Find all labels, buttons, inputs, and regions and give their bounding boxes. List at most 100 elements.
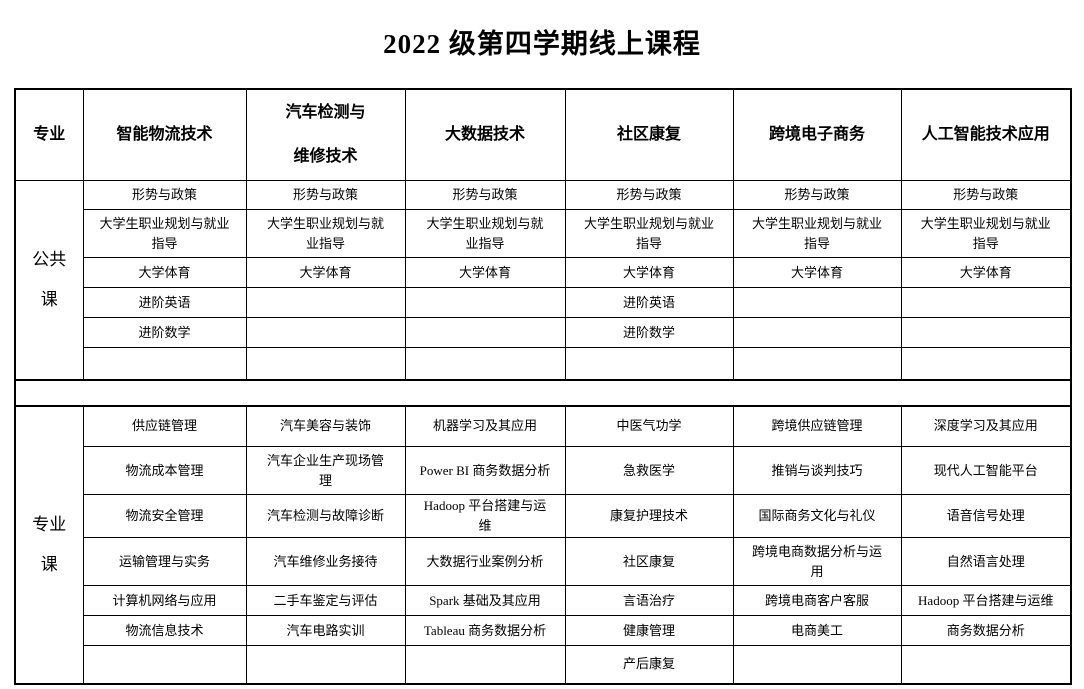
course-cell: 康复护理技术 (564, 494, 734, 538)
course-cell: 大学生职业规划与就业 指导 (82, 209, 247, 258)
course-cell: 进阶英语 (564, 287, 734, 318)
course-cell: 形势与政策 (82, 180, 247, 210)
course-cell: 计算机网络与应用 (82, 585, 247, 616)
course-cell: 形势与政策 (732, 180, 902, 210)
course-cell: 形势与政策 (900, 180, 1072, 210)
course-cell: 大学体育 (404, 257, 566, 288)
course-cell: 大学体育 (564, 257, 734, 288)
course-cell: 进阶数学 (564, 317, 734, 348)
course-cell: Tableau 商务数据分析 (404, 615, 566, 646)
table-row: 专业 课 供应链管理 汽车美容与装饰 机器学习及其应用 中医气功学 跨境供应链管… (14, 405, 1072, 684)
course-cell: 进阶数学 (82, 317, 247, 348)
course-cell (732, 317, 902, 348)
separator-cell (15, 378, 1071, 407)
course-cell: 运输管理与实务 (82, 537, 247, 586)
course-cell: 形势与政策 (404, 180, 566, 210)
course-cell: Hadoop 平台搭建与运维 (900, 585, 1072, 616)
table-header-row: 专业 智能物流技术 汽车检测与 维修技术 大数据技术 社区康复 跨境电子商务 人… (14, 88, 1072, 181)
course-cell: 大学体育 (732, 257, 902, 288)
table-row: 运输管理与实务 汽车维修业务接待 大数据行业案例分析 社区康复 跨境电商数据分析… (15, 537, 1072, 586)
course-cell (732, 287, 902, 318)
page-title: 2022 级第四学期线上课程 (383, 29, 701, 59)
course-cell (900, 317, 1072, 348)
course-cell: 自然语言处理 (900, 537, 1072, 586)
course-cell: 大学生职业规划与就 业指导 (404, 209, 566, 258)
table-row: 大学体育 大学体育 大学体育 大学体育 大学体育 大学体育 (15, 257, 1072, 288)
course-cell: 急救医学 (564, 446, 734, 495)
course-cell: 大学生职业规划与就 业指导 (245, 209, 406, 258)
table-row: 公共 课 形势与政策 形势与政策 形势与政策 形势与政策 形势与政策 形势与政策 (14, 180, 1072, 380)
table-row: 计算机网络与应用 二手车鉴定与评估 Spark 基础及其应用 言语治疗 跨境电商… (15, 585, 1072, 616)
course-cell (900, 287, 1072, 318)
course-cell: 大学生职业规划与就业 指导 (732, 209, 902, 258)
major-header: 大数据技术 (404, 88, 566, 181)
course-cell (245, 287, 406, 318)
course-cell: 形势与政策 (245, 180, 406, 210)
course-cell: 语音信号处理 (900, 494, 1072, 538)
table-row: 物流成本管理 汽车企业生产现场管 理 Power BI 商务数据分析 急救医学 … (15, 446, 1072, 495)
course-cell: 形势与政策 (564, 180, 734, 210)
course-cell: 产后康复 (564, 645, 734, 684)
course-cell: 大学体育 (245, 257, 406, 288)
course-cell: 大学体育 (900, 257, 1072, 288)
course-cell: 中医气功学 (564, 405, 734, 447)
course-cell (82, 645, 247, 684)
course-cell: 大学生职业规划与就业 指导 (900, 209, 1072, 258)
section-label-public: 公共 课 (14, 180, 84, 380)
major-header: 人工智能技术应用 (900, 88, 1072, 181)
course-cell (404, 347, 566, 381)
course-cell (900, 347, 1072, 381)
course-cell: 供应链管理 (82, 405, 247, 447)
course-cell: 物流安全管理 (82, 494, 247, 538)
course-cell: 电商美工 (732, 615, 902, 646)
course-cell (732, 347, 902, 381)
course-cell: 现代人工智能平台 (900, 446, 1072, 495)
major-header: 跨境电子商务 (732, 88, 902, 181)
course-cell: 健康管理 (564, 615, 734, 646)
major-header: 汽车检测与 维修技术 (245, 88, 406, 181)
table-row: 物流信息技术 汽车电路实训 Tableau 商务数据分析 健康管理 电商美工 商… (15, 615, 1072, 646)
table-row: 产后康复 (15, 645, 1072, 684)
course-cell: 汽车检测与故障诊断 (245, 494, 406, 538)
course-cell (245, 317, 406, 348)
course-cell: 汽车电路实训 (245, 615, 406, 646)
course-cell (404, 287, 566, 318)
course-cell: 汽车企业生产现场管 理 (245, 446, 406, 495)
course-cell (245, 645, 406, 684)
course-cell (245, 347, 406, 381)
course-cell: 跨境电商数据分析与运 用 (732, 537, 902, 586)
course-cell (900, 645, 1072, 684)
course-cell: 国际商务文化与礼仪 (732, 494, 902, 538)
major-header: 智能物流技术 (82, 88, 247, 181)
table-row: 物流安全管理 汽车检测与故障诊断 Hadoop 平台搭建与运 维 康复护理技术 … (15, 494, 1072, 538)
course-cell: 物流成本管理 (82, 446, 247, 495)
course-cell: 大学生职业规划与就业 指导 (564, 209, 734, 258)
course-schedule-table: 专业 智能物流技术 汽车检测与 维修技术 大数据技术 社区康复 跨境电子商务 人… (14, 88, 1072, 685)
course-cell: Power BI 商务数据分析 (404, 446, 566, 495)
course-cell: 汽车维修业务接待 (245, 537, 406, 586)
corner-header: 专业 (14, 88, 84, 181)
table-row (15, 347, 1072, 381)
section-separator-row (15, 378, 1071, 407)
course-cell: 推销与谈判技巧 (732, 446, 902, 495)
table-row: 进阶英语 进阶英语 (15, 287, 1072, 318)
course-cell: Spark 基础及其应用 (404, 585, 566, 616)
course-cell (732, 645, 902, 684)
major-header: 社区康复 (564, 88, 734, 181)
course-cell: 跨境供应链管理 (732, 405, 902, 447)
course-cell: 二手车鉴定与评估 (245, 585, 406, 616)
course-cell (404, 317, 566, 348)
course-cell: 跨境电商客户客服 (732, 585, 902, 616)
course-cell: Hadoop 平台搭建与运 维 (404, 494, 566, 538)
course-cell: 进阶英语 (82, 287, 247, 318)
section-label-professional: 专业 课 (14, 405, 84, 684)
course-cell (564, 347, 734, 381)
course-cell: 言语治疗 (564, 585, 734, 616)
table-row: 大学生职业规划与就业 指导 大学生职业规划与就 业指导 大学生职业规划与就 业指… (15, 209, 1072, 258)
course-cell: 物流信息技术 (82, 615, 247, 646)
course-cell: 汽车美容与装饰 (245, 405, 406, 447)
course-cell: 社区康复 (564, 537, 734, 586)
course-cell (404, 645, 566, 684)
course-cell: 商务数据分析 (900, 615, 1072, 646)
